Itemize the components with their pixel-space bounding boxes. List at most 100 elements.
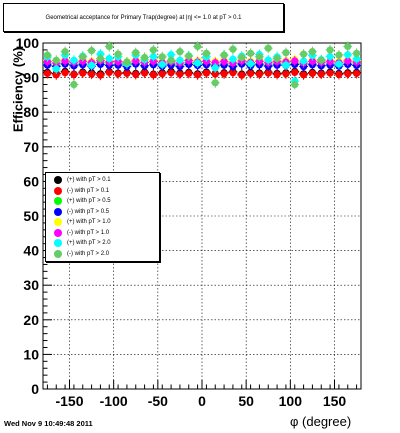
data-point [317,56,325,64]
legend: (+) with pT > 0.1 (-) with pT > 0.1 (+) … [45,172,160,262]
data-point [229,55,237,63]
data-point [79,53,87,61]
legend-entry: (-) with pT > 1.0 [46,228,109,238]
y-tick-label: 70 [23,139,39,155]
data-point [43,69,52,78]
data-point [264,69,272,77]
legend-entry: (+) with pT > 2.0 [46,238,111,248]
x-tick-label: 100 [279,393,303,409]
data-point [96,71,105,79]
data-point [70,56,78,64]
y-tick-label: 80 [23,104,39,120]
title-box: Geometrical acceptance for Primary Trap(… [3,3,284,32]
legend-label: (-) with pT > 0.1 [67,187,110,194]
data-point [70,80,78,89]
data-point [176,56,184,64]
data-point [246,60,255,68]
data-point [105,54,113,63]
data-point [149,71,158,79]
y-tick-label: 100 [16,35,40,51]
y-tick-label: 30 [23,277,39,293]
legend-entry: (-) with pT > 0.1 [46,186,109,196]
legend-marker [54,228,62,237]
data-point [132,49,140,57]
x-tick-label: -50 [148,393,168,409]
x-tick-label: 50 [238,393,254,409]
data-point [344,57,352,65]
legend-entry: (-) with pT > 2.0 [46,249,109,259]
data-point [211,70,219,78]
data-point [264,44,272,52]
data-point [193,42,202,51]
legend-entry: (+) with pT > 0.1 [46,175,111,185]
data-point [70,70,78,79]
data-point [282,70,290,78]
data-point [140,53,149,62]
data-point [149,46,158,54]
y-tick-label: 90 [23,70,39,86]
x-tick-label: -150 [55,393,83,409]
legend-entry: (-) with pT > 0.5 [46,207,109,217]
data-point [167,56,175,64]
data-point [282,61,290,69]
data-point [335,70,343,79]
data-point [308,57,317,65]
data-point [255,70,264,78]
data-point [43,51,52,59]
data-point [344,42,352,51]
data-point [335,51,343,59]
data-point [61,69,69,77]
data-point [238,71,246,79]
legend-marker [54,249,62,258]
y-tick-label: 20 [23,312,39,328]
legend-entry: (+) with pT > 0.5 [46,196,111,206]
data-point [132,70,140,79]
data-point [202,49,211,57]
x-tick-label: -100 [100,393,128,409]
footer-timestamp: Wed Nov 9 10:49:48 2011 [4,419,93,428]
y-tick-label: 40 [23,243,39,259]
data-point [211,79,219,87]
data-point [335,60,343,68]
data-point [79,69,87,77]
data-point [123,58,131,66]
data-point [61,48,69,56]
data-point [149,52,158,61]
data-point [352,69,361,78]
legend-marker [54,186,62,195]
y-axis-label: Efficiency (%) [10,46,26,133]
data-point [273,54,281,63]
data-point [273,70,281,79]
data-point [220,51,228,59]
legend-label: (-) with pT > 2.0 [67,250,110,257]
data-point [167,51,175,59]
x-tick-label: 0 [198,393,206,409]
data-point [158,60,166,69]
legend-label: (+) with pT > 1.0 [67,219,111,225]
series--with-pt-0-1 [43,67,361,81]
legend-marker [54,207,62,216]
data-point [176,70,184,78]
data-point [317,70,325,78]
data-point [220,58,228,66]
data-point [87,61,96,70]
data-point [52,56,60,64]
data-point [167,69,175,77]
data-point [326,46,334,54]
data-point [193,59,202,67]
x-tick-label: 150 [323,393,347,409]
x-axis-label: φ (degree) [290,414,352,429]
data-point [326,69,334,77]
data-point [299,57,308,65]
data-point [344,70,352,78]
data-point [87,47,96,55]
data-point [291,80,299,89]
legend-marker [54,218,62,226]
data-point [105,42,113,51]
data-point [158,53,166,61]
data-point [96,54,105,63]
data-point [282,49,290,57]
y-tick-label: 60 [23,173,39,189]
data-point [202,69,211,77]
